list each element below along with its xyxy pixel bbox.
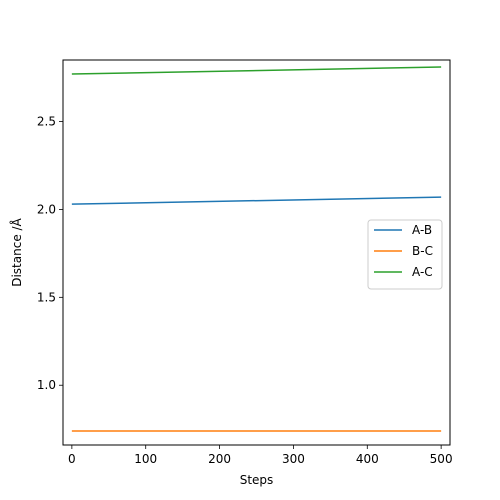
legend: A-B B-C A-C [367, 219, 443, 290]
y-tick-label: 1.5 [37, 290, 56, 304]
series-line-a-c [71, 66, 442, 75]
x-tick-label: 300 [282, 452, 305, 466]
x-tick-label: 0 [68, 452, 76, 466]
x-tick-label: 400 [356, 452, 379, 466]
y-axis-label: Distance /Å [9, 217, 24, 286]
y-tick-label: 2.5 [37, 115, 56, 129]
series-layer [71, 66, 442, 432]
x-tick-label: 500 [430, 452, 453, 466]
series-line-a-b [71, 196, 442, 205]
x-tick-label: 200 [208, 452, 231, 466]
x-tick-label: 100 [134, 452, 157, 466]
legend-label-a-b: A-B [412, 223, 432, 237]
x-ticks: 0 100 200 300 400 500 [68, 445, 453, 466]
x-axis-label: Steps [240, 473, 274, 487]
legend-label-a-c: A-C [412, 265, 433, 279]
legend-label-b-c: B-C [412, 244, 433, 258]
plot-frame [62, 59, 451, 446]
y-tick-label: 2.0 [37, 202, 56, 216]
y-ticks: 1.0 1.5 2.0 2.5 [37, 115, 63, 392]
y-tick-label: 1.0 [37, 378, 56, 392]
